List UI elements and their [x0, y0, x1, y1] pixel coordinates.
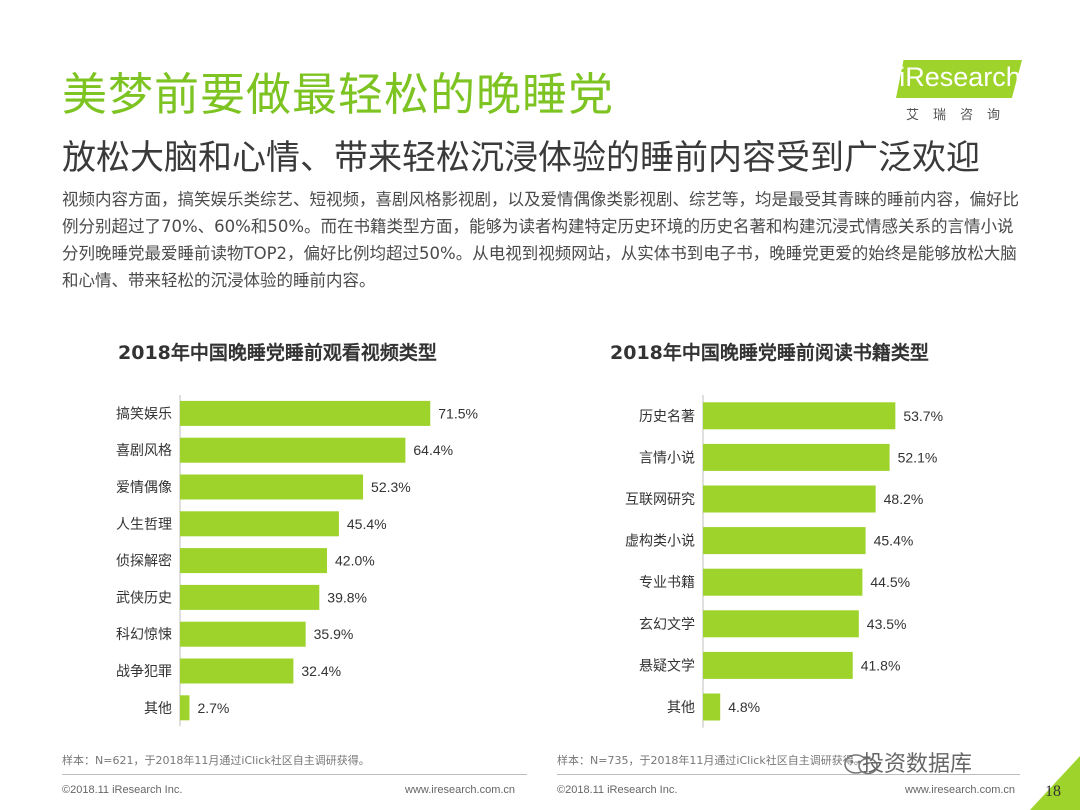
- category-label: 历史名著: [639, 409, 695, 425]
- category-label: 武侠历史: [116, 590, 172, 606]
- bar: [180, 658, 294, 684]
- bar: [180, 621, 306, 647]
- bar: [180, 511, 339, 537]
- chart-title-video: 2018年中国晚睡党睡前观看视频类型: [118, 342, 437, 364]
- category-label: 专业书籍: [639, 574, 695, 591]
- category-label: 玄幻文学: [639, 616, 695, 633]
- value-label: 41.8%: [861, 657, 901, 673]
- category-label: 喜剧风格: [116, 443, 172, 459]
- bar: [703, 402, 896, 430]
- bar: [180, 400, 431, 426]
- category-label: 爱情偶像: [116, 480, 172, 496]
- category-label: 虚构类小说: [625, 534, 695, 550]
- category-label: 战争犯罪: [116, 664, 172, 680]
- footer-divider-right: [557, 774, 1020, 775]
- logo-text: iResearch: [899, 62, 1021, 92]
- page-title: 美梦前要做最轻松的晚睡党: [62, 68, 615, 121]
- chart-books: 历史名著 53.7% 言情小说 52.1% 互联网研究 48.2% 虚构类小说 45.4% 专业…: [625, 395, 943, 728]
- iresearch-logo: iResearch 艾瑞咨询: [890, 60, 1030, 123]
- sample-note-left: 样本：N=621，于2018年11月通过iClick社区自主调研获得。: [62, 754, 370, 767]
- footer-divider-left: [62, 774, 527, 775]
- bar: [180, 548, 327, 574]
- category-label: 悬疑文学: [639, 658, 695, 674]
- value-label: 71.5%: [438, 405, 478, 421]
- category-label: 侦探解密: [116, 553, 172, 570]
- value-label: 64.4%: [413, 442, 453, 458]
- category-label: 互联网研究: [625, 492, 695, 508]
- footer-url-left: www.iresearch.com.cn: [405, 784, 516, 796]
- wechat-icon: [844, 754, 878, 775]
- value-label: 35.9%: [314, 626, 354, 642]
- value-label: 52.3%: [371, 479, 411, 495]
- bar: [180, 474, 364, 500]
- category-label: 科幻惊悚: [116, 627, 172, 643]
- bar: [703, 527, 866, 555]
- value-label: 42.0%: [335, 553, 375, 569]
- body-paragraph: 视频内容方面，搞笑娱乐类综艺、短视频，喜剧风格影视剧，以及爱情偶像类影视剧、综艺…: [62, 190, 1019, 290]
- footer-copyright-right: ©2018.11 iResearch Inc.: [557, 784, 678, 796]
- chart-video: 搞笑娱乐 71.5% 喜剧风格 64.4% 爱情偶像 52.3% 人生哲理 45.4% 侦探解密…: [116, 395, 478, 727]
- value-label: 44.5%: [870, 574, 910, 590]
- logo-cn-text: 艾瑞咨询: [905, 108, 1014, 123]
- value-label: 2.7%: [197, 700, 229, 716]
- value-label: 39.8%: [327, 589, 367, 605]
- value-label: 45.4%: [347, 516, 387, 532]
- bar: [703, 651, 853, 679]
- value-label: 4.8%: [728, 699, 760, 715]
- bar: [703, 568, 863, 596]
- footer-copyright-left: ©2018.11 iResearch Inc.: [62, 784, 183, 796]
- value-label: 53.7%: [903, 408, 943, 424]
- value-label: 45.4%: [874, 533, 914, 549]
- bar: [180, 584, 320, 610]
- value-label: 43.5%: [867, 616, 907, 632]
- bar: [703, 610, 859, 638]
- value-label: 32.4%: [301, 663, 341, 679]
- bar: [703, 693, 721, 721]
- category-label: 人生哲理: [116, 517, 172, 533]
- bar: [703, 443, 890, 471]
- category-label: 其他: [667, 700, 695, 716]
- value-label: 52.1%: [898, 449, 938, 465]
- category-label: 搞笑娱乐: [116, 406, 172, 422]
- category-label: 言情小说: [639, 450, 695, 466]
- category-label: 其他: [144, 701, 172, 717]
- footer-url-right: www.iresearch.com.cn: [905, 784, 1016, 796]
- page-number: 18: [1045, 783, 1061, 800]
- value-label: 48.2%: [884, 491, 924, 507]
- sample-note-right: 样本：N=735，于2018年11月通过iClick社区自主调研获得。: [557, 754, 865, 767]
- watermark-text: 投资数据库: [862, 752, 973, 777]
- bar: [703, 485, 876, 513]
- bar: [180, 437, 406, 463]
- bar: [180, 695, 190, 721]
- logo-badge: [896, 60, 1022, 98]
- chart-title-books: 2018年中国晚睡党睡前阅读书籍类型: [610, 342, 929, 364]
- page-subtitle: 放松大脑和心情、带来轻松沉浸体验的睡前内容受到广泛欢迎: [62, 138, 980, 178]
